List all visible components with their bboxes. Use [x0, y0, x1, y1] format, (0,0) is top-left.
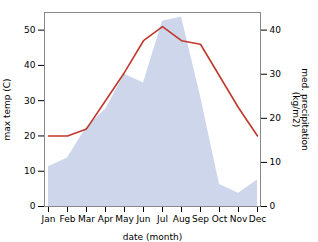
- svg-text:30: 30: [24, 96, 36, 106]
- svg-text:Sep: Sep: [192, 214, 209, 224]
- svg-text:50: 50: [24, 25, 36, 35]
- svg-text:Dec: Dec: [249, 214, 266, 224]
- svg-text:0: 0: [30, 201, 36, 211]
- svg-text:Apr: Apr: [98, 214, 114, 224]
- svg-text:Jan: Jan: [41, 214, 56, 224]
- svg-text:date (month): date (month): [123, 232, 182, 242]
- svg-text:40: 40: [24, 60, 36, 70]
- svg-text:30: 30: [270, 69, 282, 79]
- svg-text:10: 10: [24, 166, 36, 176]
- svg-text:Feb: Feb: [60, 214, 76, 224]
- svg-text:10: 10: [270, 157, 282, 167]
- svg-text:20: 20: [24, 131, 36, 141]
- svg-text:med. precipitation(kg/m2): med. precipitation(kg/m2): [291, 68, 310, 150]
- svg-text:max temp (C): max temp (C): [2, 78, 12, 140]
- svg-text:Aug: Aug: [173, 214, 191, 224]
- svg-text:0: 0: [270, 201, 276, 211]
- svg-text:Mar: Mar: [78, 214, 95, 224]
- svg-text:20: 20: [270, 113, 282, 123]
- svg-text:Jul: Jul: [156, 214, 168, 224]
- svg-text:Nov: Nov: [230, 214, 248, 224]
- svg-text:Oct: Oct: [212, 214, 228, 224]
- svg-text:Jun: Jun: [135, 214, 150, 224]
- svg-text:May: May: [115, 214, 134, 224]
- svg-text:40: 40: [270, 25, 282, 35]
